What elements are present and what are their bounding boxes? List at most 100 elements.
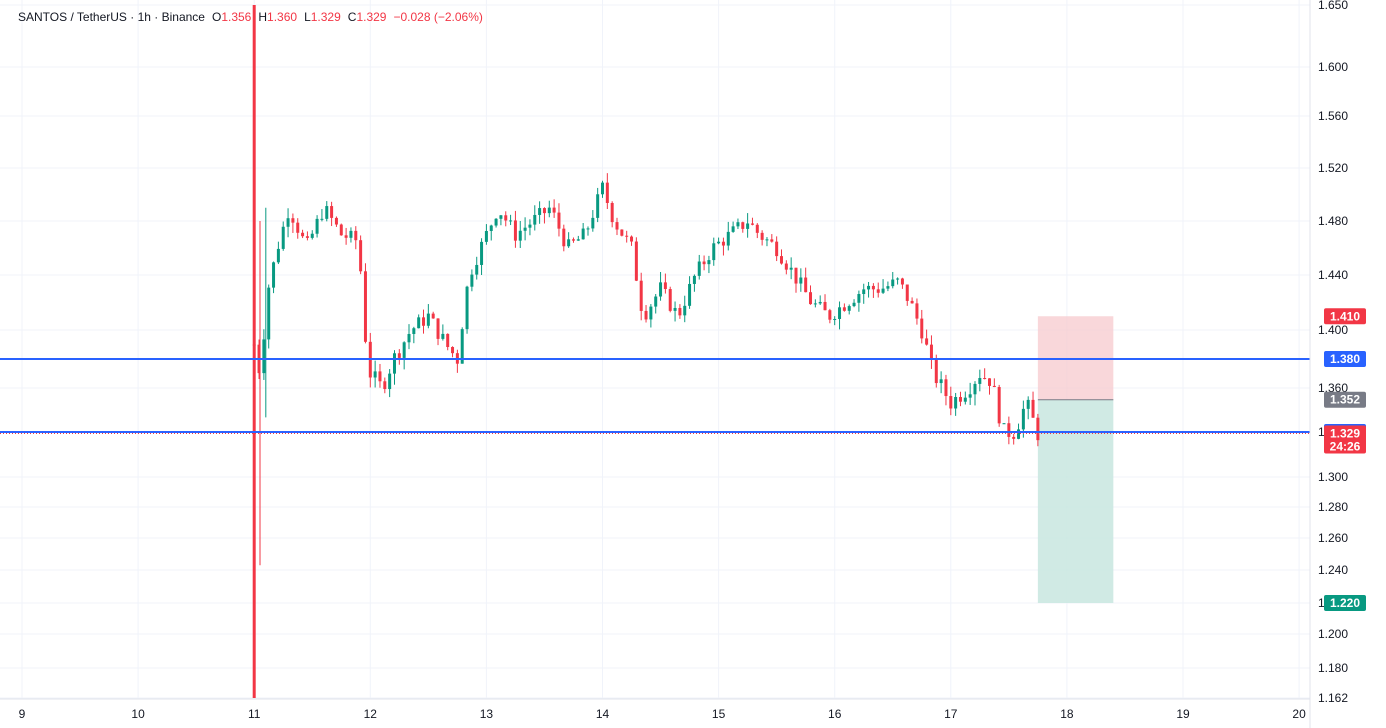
y-tick-label: 1.520: [1318, 161, 1348, 175]
candle-body: [354, 230, 358, 241]
candle-body: [809, 292, 813, 305]
x-tick-label: 10: [131, 707, 145, 721]
candle-body: [557, 212, 561, 229]
candle-body: [954, 397, 958, 409]
candle-body: [402, 342, 406, 358]
candle-body: [528, 224, 532, 228]
price-badge-text: 1.329: [1330, 427, 1360, 441]
price-badge-text: 1.410: [1330, 309, 1360, 323]
candle-body: [325, 206, 329, 219]
candle-body: [760, 232, 764, 240]
candle-body: [939, 379, 943, 384]
price-badge: [1324, 308, 1366, 325]
price-badge: [1324, 425, 1366, 454]
candle-body: [818, 301, 822, 304]
candle-body: [905, 284, 909, 301]
candle-body: [538, 208, 542, 215]
candle-body: [470, 274, 474, 287]
candle-body: [397, 353, 401, 358]
candle-body: [305, 236, 309, 238]
candle-body: [833, 318, 837, 320]
candle-body: [813, 303, 817, 305]
candle-body: [968, 394, 972, 398]
candle-body: [489, 225, 493, 231]
candle-body: [591, 217, 595, 229]
candle-body: [789, 267, 793, 270]
candle-body: [586, 228, 590, 230]
candle-body: [422, 317, 426, 326]
candle-body: [383, 381, 387, 390]
candle-body: [1002, 423, 1006, 425]
close-value: 1.329: [356, 10, 387, 24]
candle-body: [509, 220, 513, 222]
candle-body: [601, 182, 604, 195]
candle-body: [663, 282, 667, 290]
candle-body: [828, 310, 832, 320]
candle-body: [388, 373, 392, 390]
candle-body: [523, 227, 527, 231]
candle-body: [262, 339, 266, 374]
candle-body: [692, 275, 696, 284]
candle-body: [949, 396, 953, 409]
symbol-legend: SANTOS / TetherUS · 1h · Binance O 1.356 …: [18, 10, 483, 24]
horizontal-lines[interactable]: [0, 358, 1310, 434]
low-label: L: [304, 10, 311, 24]
y-tick-label: 1.560: [1318, 109, 1348, 123]
candle-body: [581, 228, 585, 240]
y-tick-label: 1.300: [1318, 470, 1348, 484]
candle-body: [963, 397, 967, 402]
candle-body: [765, 239, 769, 241]
symbol-title[interactable]: SANTOS / TetherUS · 1h · Binance: [18, 10, 205, 24]
candle-body: [518, 230, 522, 241]
candle-body: [625, 235, 629, 237]
candle-body: [900, 278, 904, 285]
candle-body: [571, 239, 575, 241]
y-tick-label: 1.180: [1318, 661, 1348, 675]
candle-body: [649, 306, 653, 320]
candle-body: [334, 217, 338, 225]
candle-body: [867, 285, 871, 290]
candle-body: [426, 313, 430, 326]
candle-body: [755, 224, 759, 233]
candle-body: [359, 240, 363, 272]
candle-body: [344, 235, 348, 238]
y-tick-label: 1.240: [1318, 563, 1348, 577]
candle-body: [315, 218, 319, 234]
price-axis[interactable]: 1.1621.1801.2001.2201.2401.2601.2801.300…: [1318, 0, 1348, 705]
x-tick-label: 12: [364, 707, 378, 721]
candle-body: [310, 233, 314, 238]
time-axis[interactable]: 9 10 11 12 13 14 15 16 17 18 19 20: [19, 707, 1306, 721]
candle-body: [659, 282, 663, 297]
candle-body: [451, 347, 455, 354]
candle-body: [480, 241, 484, 265]
candle-body: [988, 378, 991, 386]
candle-body: [363, 271, 367, 342]
high-value: 1.360: [267, 10, 298, 24]
candle-body: [605, 182, 609, 203]
countdown-text: 24:26: [1330, 440, 1361, 454]
candle-body: [842, 307, 846, 311]
candle-body: [596, 194, 600, 218]
candle-body: [920, 318, 924, 339]
y-tick-label: 1.400: [1318, 323, 1348, 337]
candle-body: [862, 289, 866, 295]
candle-body: [291, 218, 295, 223]
candle-body: [804, 277, 808, 293]
high-label: H: [258, 10, 268, 24]
x-tick-label: 15: [712, 707, 726, 721]
candle-body: [958, 397, 962, 402]
candle-body: [533, 214, 537, 225]
candle-body: [775, 241, 779, 257]
candle-body: [281, 226, 285, 249]
x-tick-label: 17: [944, 707, 958, 721]
x-tick-label: 16: [828, 707, 842, 721]
price-badge: [1324, 391, 1366, 408]
candle-body: [610, 202, 614, 223]
candle-body: [1007, 423, 1011, 437]
candle-body: [1012, 436, 1016, 439]
candle-body: [620, 229, 624, 236]
y-tick-label: 1.200: [1318, 627, 1348, 641]
candle-body: [504, 215, 508, 221]
candle-body: [417, 317, 421, 329]
